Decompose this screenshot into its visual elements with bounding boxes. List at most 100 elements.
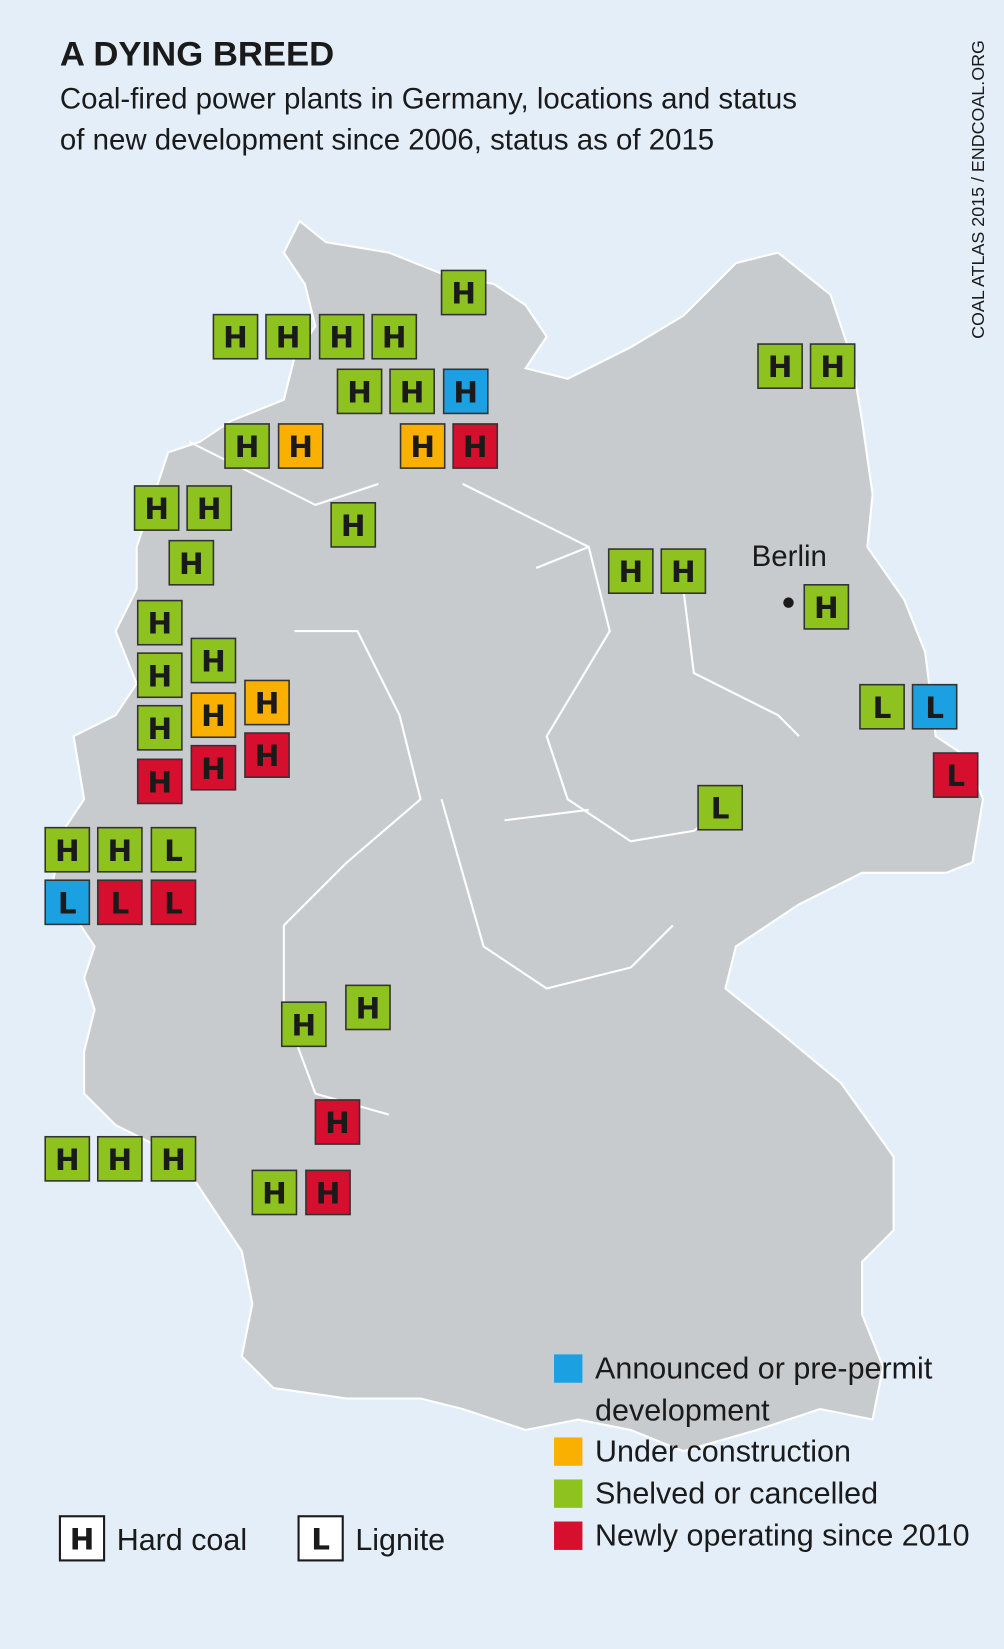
- plant-box: [660, 548, 707, 595]
- plant-box: [318, 313, 365, 360]
- plant-label: H: [262, 1177, 287, 1211]
- germany-outline: [51, 219, 985, 1453]
- legend-item: Newly operating since 2010: [595, 1519, 970, 1554]
- type-box: [58, 1515, 106, 1562]
- plant-label: H: [329, 321, 354, 355]
- plant-box: [803, 584, 850, 630]
- legend-item: Announced or pre-permit development: [595, 1352, 933, 1428]
- plant-box: [757, 343, 803, 389]
- plant-label: H: [201, 752, 226, 786]
- plant-box: [44, 1135, 91, 1182]
- plant-box: [305, 1169, 351, 1216]
- plant-box: [442, 368, 489, 415]
- plant-box: [277, 423, 324, 469]
- plant-label: H: [288, 430, 313, 464]
- plant-box: [607, 548, 654, 595]
- plant-label: H: [255, 687, 280, 721]
- plant-label: H: [347, 375, 372, 409]
- plant-box: [244, 732, 290, 778]
- plant-label: H: [356, 991, 381, 1025]
- legend-swatch: [554, 1521, 583, 1550]
- plant-box: [399, 423, 446, 469]
- legend-item: Shelved or cancelled: [595, 1477, 879, 1512]
- plant-box: [389, 368, 435, 415]
- plant-label: H: [147, 607, 172, 641]
- plant-box: [244, 679, 290, 726]
- legend-swatch: [554, 1437, 583, 1466]
- plant-box: [452, 423, 499, 469]
- plant-box: [96, 826, 143, 873]
- plant-label: H: [316, 1177, 341, 1211]
- legend-text: Announced or pre-permit development: [595, 1352, 933, 1428]
- plant-box: [371, 313, 418, 360]
- plant-label: H: [108, 1143, 133, 1177]
- plant-box: [314, 1099, 361, 1145]
- plant-label: H: [618, 555, 643, 589]
- plant-label: H: [108, 834, 133, 868]
- legend-swatch: [554, 1354, 583, 1383]
- plant-box: [932, 752, 979, 798]
- plant-box: [96, 1135, 143, 1182]
- legend-text: Newly operating since 2010: [595, 1519, 970, 1554]
- plant-box: [809, 343, 856, 389]
- plant-box: [96, 879, 143, 926]
- plant-label: H: [55, 1143, 80, 1177]
- type-text: Hard coal: [117, 1523, 247, 1557]
- plant-label: H: [147, 712, 172, 746]
- plant-box: [280, 1001, 327, 1048]
- plant-label: H: [325, 1106, 350, 1140]
- plant-label: H: [235, 430, 260, 464]
- plant-label: H: [179, 547, 204, 581]
- plant-box: [345, 984, 391, 1031]
- type-label: H: [70, 1522, 95, 1556]
- city-dot: [783, 597, 794, 608]
- plant-box: [136, 758, 183, 805]
- plant-label: L: [164, 834, 183, 868]
- plant-box: [251, 1169, 298, 1216]
- plant-label: L: [164, 886, 183, 920]
- plant-label: H: [201, 645, 226, 679]
- plant-label: H: [255, 739, 280, 773]
- plant-label: L: [711, 792, 730, 826]
- plant-label: L: [58, 886, 77, 920]
- plant-box: [190, 744, 237, 791]
- plant-box: [168, 539, 215, 586]
- plant-box: [44, 826, 91, 873]
- plant-box: [136, 599, 183, 646]
- plant-label: H: [400, 375, 425, 409]
- plant-label: H: [671, 555, 696, 589]
- plant-label: H: [197, 492, 222, 526]
- plant-box: [44, 879, 91, 926]
- plant-box: [265, 313, 311, 360]
- source: COAL ATLAS 2015 / ENDCOAL.ORG: [968, 40, 988, 339]
- plant-box: [440, 269, 487, 316]
- plant-label: L: [873, 691, 892, 725]
- plant-box: [697, 784, 744, 831]
- plant-box: [224, 423, 270, 469]
- legend-swatch: [554, 1479, 583, 1508]
- legend-text: Shelved or cancelled: [595, 1477, 879, 1512]
- plant-label: H: [768, 350, 793, 384]
- type-box: [297, 1515, 344, 1562]
- plant-box: [190, 637, 237, 684]
- plant-box: [133, 485, 180, 531]
- legend-text: Under construction: [595, 1435, 851, 1469]
- plant-box: [186, 485, 233, 531]
- plant-label: H: [451, 277, 476, 311]
- plant-box: [336, 368, 383, 415]
- plant-label: H: [814, 591, 839, 625]
- subtitle: Coal-fired power plants in Germany, loca…: [60, 83, 797, 116]
- state-borders: [188, 440, 800, 1116]
- plant-box: [136, 704, 183, 751]
- legend-item: Under construction: [595, 1435, 851, 1469]
- plant-box: [330, 502, 377, 548]
- plant-label: H: [292, 1008, 317, 1042]
- plant-label: H: [147, 659, 172, 693]
- plant-label: H: [201, 699, 226, 733]
- type-text: Lignite: [355, 1523, 445, 1557]
- plant-label: H: [463, 430, 488, 464]
- plant-box: [150, 1135, 197, 1182]
- city-label: Berlin: [752, 540, 827, 573]
- plant-label: H: [341, 509, 366, 543]
